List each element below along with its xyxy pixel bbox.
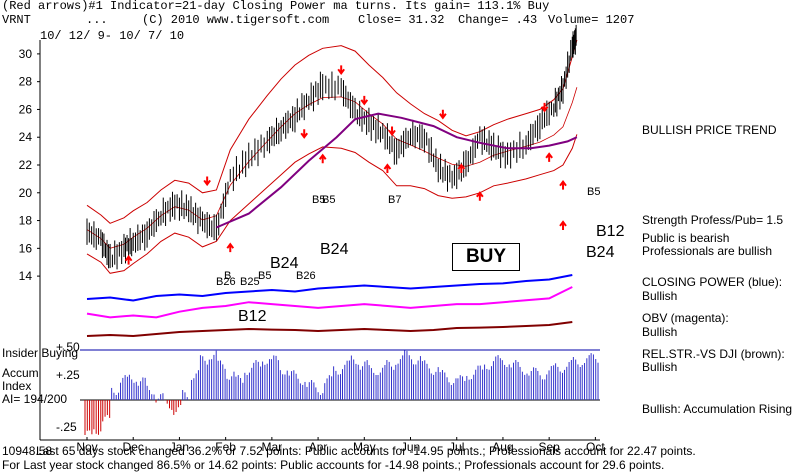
y-tick-label-30: 30 (19, 47, 33, 61)
trend-label: BULLISH PRICE TREND (642, 123, 777, 137)
x-tick-label-Jan: Jan (170, 440, 189, 454)
signal-b24-mid: B24 (270, 255, 299, 272)
signal-b5-low: B5 (258, 270, 272, 282)
buy-signal-box: BUY (452, 243, 520, 271)
accum-plus50: +.50 (56, 340, 80, 354)
signal-arrow-up (318, 153, 327, 164)
signal-arrow-down (300, 129, 309, 139)
accum-minus25: -.25 (56, 420, 77, 434)
signal-b12-low: B12 (238, 308, 267, 325)
professionals-label: Professionals are bullish (642, 244, 773, 258)
signal-arrow-down (540, 102, 549, 113)
copyright-label: (C) 2010 www.tigersoft.com (142, 13, 330, 27)
y-tick-label-20: 20 (19, 186, 33, 200)
insider-buying-label: Insider Buying (2, 346, 79, 360)
y-tick-label-14: 14 (19, 269, 33, 283)
date-range-label: 10/ 12/ 9- 10/ 7/ 10 (40, 29, 185, 43)
signal-b5-b: B5 (322, 194, 336, 206)
footer-last-65-days: Last 65 days stock changed 36.2% or 7.52… (36, 444, 696, 458)
signal-arrow-up (559, 220, 567, 230)
y-tick-label-26: 26 (19, 102, 33, 116)
signal-arrow-down (203, 176, 211, 187)
x-tick-label-Dec: Dec (123, 440, 144, 454)
accum-label-2: Index (2, 379, 32, 393)
accumulation-histogram (80, 349, 600, 435)
x-tick-label-Feb: Feb (215, 440, 236, 454)
y-tick-label-28: 28 (19, 75, 33, 89)
signal-arrow-down (360, 95, 369, 106)
signal-b25: B25 (240, 276, 260, 288)
accum-ai-label: AI= 194/200 (2, 392, 68, 406)
signal-b12-right: B12 (596, 223, 625, 240)
x-tick-label-May: May (353, 440, 376, 454)
indicator-lines (86, 274, 573, 338)
relstr-value: Bullish (642, 360, 678, 374)
signal-b24-right: B24 (586, 244, 615, 261)
signal-arrow-up (476, 191, 484, 201)
volume-label: Volume= 1207 (548, 13, 635, 27)
obv-value: Bullish (642, 325, 678, 339)
accum-plus25: +.25 (56, 368, 80, 382)
change-label: Change= .43 (458, 13, 538, 27)
accum-rising-label: Bullish: Accumulation Rising (642, 402, 793, 416)
signal-arrow-up (124, 255, 133, 265)
accum-label-1: Accum (2, 366, 39, 380)
footer-prefix: 10948.58 (2, 444, 53, 458)
signal-b-small: B (224, 270, 232, 282)
x-tick-label-Mar: Mar (262, 440, 283, 454)
signal-arrow-down (337, 65, 345, 75)
signal-b24-big: B24 (320, 241, 349, 258)
signal-arrow-down (388, 126, 396, 137)
relstr-label: REL.STR.-VS DJI (brown): (642, 347, 785, 361)
signal-b26-b: B26 (296, 270, 316, 282)
lower-band (86, 134, 578, 274)
x-tick-label-Sep: Sep (538, 440, 560, 454)
signal-arrow-up (559, 180, 567, 190)
x-tick-label-Jul: Jul (449, 440, 464, 454)
upper-band (86, 39, 578, 224)
closing-power-line (86, 274, 573, 302)
relstr-line (86, 321, 573, 338)
x-tick-label-Nov: Nov (76, 440, 97, 454)
signal-arrow-up (226, 242, 235, 253)
signal-arrow-up (545, 152, 553, 162)
y-tick-label-22: 22 (19, 158, 33, 172)
ma-line (216, 112, 578, 229)
x-tick-label-Aug: Aug (492, 440, 513, 454)
strength-label: Strength Profess/Pub= 1.5 (642, 213, 784, 227)
public-label: Public is bearish (642, 231, 730, 245)
indicator-description: (Red arrows)#1 Indicator=21-day Closing … (2, 0, 550, 13)
y-tick-label-24: 24 (19, 130, 33, 144)
signal-arrow-up (383, 163, 392, 173)
signal-b26-a: B26 (216, 276, 236, 288)
chart-axes: 14 16 18 20 22 24 26 28 30 Nov Dec Jan Feb Mar Apr May J… (19, 40, 605, 454)
closing-power-value: Bullish (642, 289, 678, 303)
signal-arrow-up (457, 163, 466, 173)
signal-b5-right: B5 (587, 186, 601, 198)
footer-last-year: For Last year stock changed 86.5% or 14.… (2, 458, 665, 472)
symbol-label: VRNT (2, 13, 31, 27)
close-label: Close= 31.32 (358, 13, 445, 27)
moving-average (216, 112, 578, 229)
x-tick-label-Oct: Oct (586, 440, 605, 454)
header-ellipsis: ... (86, 13, 108, 27)
closing-power-label: CLOSING POWER (blue): (642, 275, 783, 289)
obv-line (86, 286, 573, 319)
x-tick-label-Apr: Apr (309, 440, 328, 454)
y-tick-label-16: 16 (19, 241, 33, 255)
x-tick-label-Jun: Jun (401, 440, 420, 454)
signal-b5-a: B5 (312, 194, 326, 206)
obv-label: OBV (magenta): (642, 311, 729, 325)
signal-arrows (124, 65, 567, 265)
signal-b7: B7 (388, 194, 402, 206)
signal-arrow-down (439, 109, 447, 120)
y-tick-label-18: 18 (19, 214, 33, 228)
